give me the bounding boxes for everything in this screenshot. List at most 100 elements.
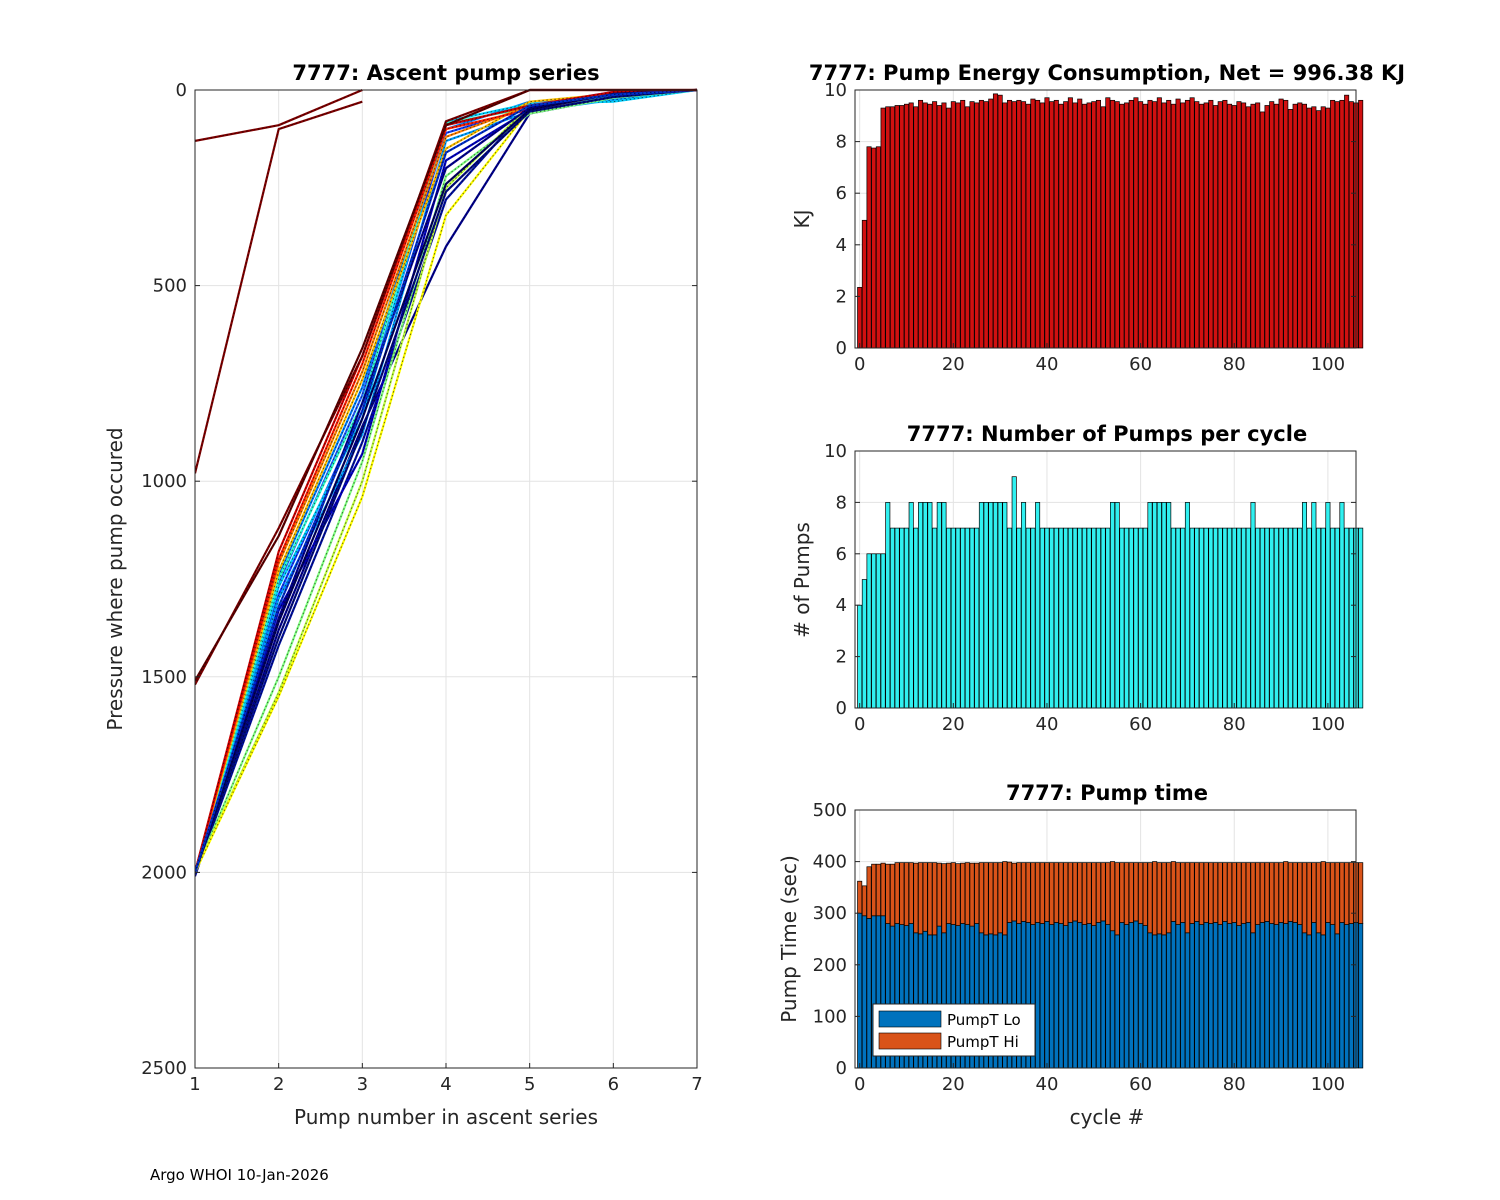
bar-pumpt-hi: [1053, 862, 1059, 923]
bar: [1128, 527, 1134, 709]
bar-pumpt-hi: [885, 863, 891, 924]
bar: [983, 502, 989, 709]
bar: [1161, 502, 1167, 709]
bar: [899, 105, 905, 349]
bar-pumpt-hi: [1227, 862, 1233, 924]
bar-pumpt-lo: [1049, 924, 1055, 1069]
pumps-title: 7777: Number of Pumps per cycle: [907, 422, 1307, 446]
bar: [1184, 502, 1190, 709]
bar: [1095, 527, 1101, 709]
bar: [1025, 527, 1031, 709]
bar-pumpt-hi: [1049, 862, 1055, 925]
bar-pumpt-hi: [988, 862, 994, 935]
bar-pumpt-hi: [1091, 862, 1097, 926]
bar-pumpt-hi: [1063, 862, 1069, 926]
bar: [1114, 101, 1120, 349]
y-tick-label: 300: [813, 903, 847, 924]
bar: [1241, 102, 1247, 349]
bar-pumpt-hi: [1161, 862, 1167, 936]
bar: [964, 527, 970, 709]
bar-pumpt-hi: [1138, 862, 1144, 924]
bar: [1236, 101, 1242, 349]
bar: [1086, 527, 1092, 709]
bar: [969, 101, 975, 349]
bar: [1124, 102, 1130, 349]
bar: [1236, 527, 1242, 709]
bar: [1077, 98, 1083, 349]
series-line-dots: [195, 89, 697, 873]
bar-pumpt-lo: [1259, 922, 1265, 1069]
bar: [1208, 99, 1214, 349]
bar: [1297, 527, 1303, 709]
bar-pumpt-lo: [1166, 932, 1172, 1069]
bar-pumpt-lo: [1208, 923, 1214, 1069]
bar-pumpt-lo: [1152, 934, 1158, 1069]
bar: [927, 103, 933, 349]
bar: [969, 527, 975, 709]
bar-pumpt-hi: [1166, 862, 1172, 934]
bar-pumpt-hi: [1152, 861, 1158, 936]
bar: [1002, 102, 1008, 349]
bar-pumpt-lo: [1231, 922, 1237, 1069]
bar: [946, 107, 952, 349]
bar: [866, 553, 872, 709]
bar: [1072, 527, 1078, 709]
bar: [992, 93, 998, 349]
bar-pumpt-lo: [1297, 924, 1303, 1069]
bar-pumpt-hi: [1039, 862, 1045, 924]
bar: [885, 106, 891, 349]
bar: [1325, 107, 1331, 349]
ascent-ticks: 1 2 3 4 5 6 7 0 500 1000 1500 2000 2500: [141, 80, 703, 1095]
bar-pumpt-hi: [908, 862, 914, 924]
energy-ticks: 0 20 40 60 80 100 0 2 4 6 8 10: [824, 80, 1356, 375]
bar: [978, 502, 984, 709]
x-tick-label: 60: [1129, 714, 1152, 735]
bar-pumpt-hi: [955, 863, 961, 926]
bar-pumpt-hi: [913, 862, 919, 934]
bar: [1189, 97, 1195, 349]
pumptime-ylabel: Pump Time (sec): [777, 855, 801, 1023]
x-tick-label: 40: [1036, 714, 1059, 735]
x-tick-label: 7: [691, 1074, 702, 1095]
bar-pumpt-hi: [1124, 862, 1130, 925]
bar-pumpt-lo: [1330, 924, 1336, 1069]
x-tick-label: 0: [854, 1074, 865, 1095]
bar-pumpt-hi: [1114, 862, 1120, 936]
bar: [1330, 99, 1336, 349]
bar: [1063, 101, 1069, 349]
bar-pumpt-hi: [1358, 862, 1364, 924]
bar-pumpt-hi: [946, 862, 952, 924]
bar-pumpt-hi: [1156, 862, 1162, 935]
bar-pumpt-hi: [1297, 862, 1303, 925]
bar-pumpt-hi: [1255, 862, 1261, 925]
series-line: [195, 88, 697, 873]
bar-pumpt-hi: [969, 862, 975, 927]
bar-pumpt-hi: [1283, 861, 1289, 924]
bar: [871, 147, 877, 349]
bar: [1283, 99, 1289, 349]
bar: [908, 102, 914, 349]
bar: [1152, 101, 1158, 349]
bar: [1049, 101, 1055, 349]
bar: [889, 106, 895, 349]
bar-pumpt-hi: [983, 862, 989, 936]
bar: [1128, 99, 1134, 349]
bar: [1213, 527, 1219, 709]
bar: [1227, 527, 1233, 709]
bar: [1053, 99, 1059, 349]
bar-pumpt-hi: [978, 862, 984, 934]
bar: [1156, 502, 1162, 709]
series-line-dots: [195, 89, 697, 875]
ascent-lines: [195, 88, 697, 877]
bar-pumpt-hi: [1147, 862, 1153, 934]
bar-pumpt-hi: [857, 880, 863, 914]
bar-pumpt-hi: [1264, 862, 1270, 922]
bar: [1339, 502, 1345, 709]
bar-pumpt-hi: [1035, 862, 1041, 923]
bar-pumpt-lo: [1325, 922, 1331, 1069]
bar: [1264, 105, 1270, 349]
bar: [1166, 502, 1172, 709]
bar-pumpt-hi: [992, 862, 998, 936]
bar-pumpt-hi: [1213, 862, 1219, 923]
